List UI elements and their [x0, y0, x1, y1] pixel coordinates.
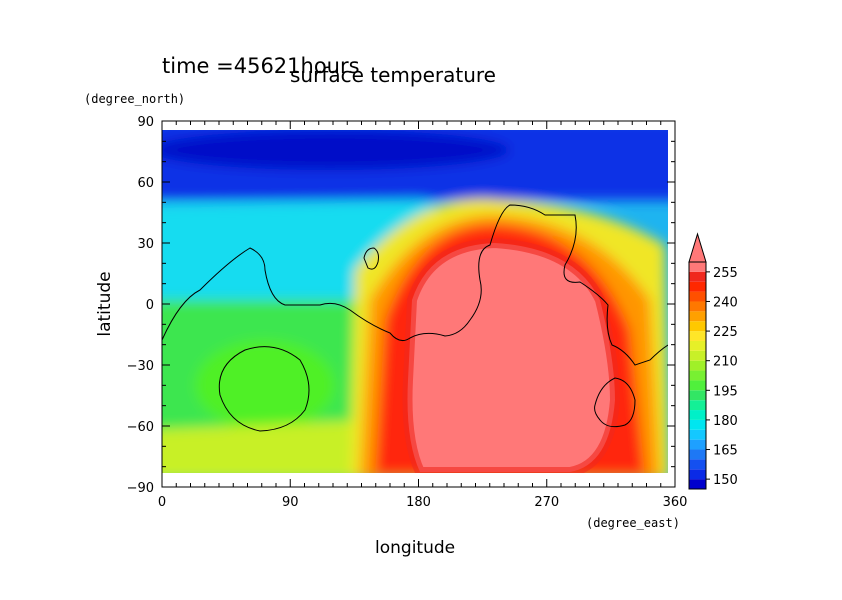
- y-tick-label: −60: [127, 420, 154, 435]
- colorbar-label: 165: [713, 444, 738, 459]
- colorbar-swatch: [689, 410, 706, 420]
- colorbar-swatch: [689, 340, 706, 351]
- colorbar-swatch: [689, 459, 706, 470]
- colorbar-swatch: [689, 350, 706, 361]
- colorbar-swatch: [689, 449, 706, 460]
- colorbar-label: 240: [713, 295, 738, 310]
- colorbar-swatch: [689, 311, 706, 322]
- colorbar-swatch: [689, 479, 706, 489]
- x-tick-label: 180: [406, 495, 431, 510]
- x-tick-label: 90: [282, 495, 299, 510]
- colorbar-swatch: [689, 360, 706, 371]
- colorbar-swatch: [689, 281, 706, 292]
- contour-south-loop: [218, 346, 310, 432]
- contour-small-island: [363, 247, 379, 270]
- colorbar-swatch: [689, 429, 706, 440]
- colorbar-swatch: [689, 291, 706, 302]
- field-polar-core: [162, 130, 510, 170]
- time-label: time =45621hours: [162, 54, 360, 78]
- y-unit-label: (degree_north): [84, 92, 185, 106]
- y-tick-label: 0: [146, 298, 154, 313]
- colorbar-swatch: [689, 400, 706, 411]
- colorbar-extend-arrow: [688, 232, 707, 263]
- field-south-bright-green: [195, 340, 335, 430]
- contour-east-loop: [594, 377, 636, 428]
- colorbar-swatch: [689, 321, 706, 332]
- colorbar-frame: [688, 261, 707, 490]
- y-tick-label: −90: [127, 481, 154, 496]
- colorbar-label: 195: [713, 384, 738, 399]
- colorbar-swatch: [689, 370, 706, 381]
- colorbar-swatch: [689, 469, 706, 480]
- y-tick-label: 60: [137, 176, 154, 191]
- colorbar-swatch: [689, 301, 706, 312]
- colorbar-swatch: [689, 380, 706, 391]
- colorbar-label: 150: [713, 473, 738, 488]
- y-axis-ticks: 90 60 30 0 −30 −60 −90: [127, 115, 675, 496]
- colorbar: 255 240 225 210 195 180 165 150: [688, 232, 738, 490]
- x-axis-ticks: 0 90 180 270 360: [158, 121, 688, 510]
- colorbar-swatch: [689, 331, 706, 341]
- colorbar-label: 225: [713, 325, 738, 340]
- x-tick-label: 360: [663, 495, 688, 510]
- colorbar-swatch: [689, 439, 706, 450]
- chart-title: surface temperature: [290, 63, 496, 87]
- x-tick-label: 0: [158, 495, 166, 510]
- coastline-main: [162, 204, 668, 366]
- colorbar-swatch: [689, 390, 706, 401]
- colorbar-swatch: [689, 271, 706, 282]
- colorbar-swatch: [689, 419, 706, 430]
- colorbar-label: 210: [713, 355, 738, 370]
- x-axis-label: longitude: [375, 538, 455, 558]
- field-hottest-core: [407, 243, 615, 472]
- y-tick-label: 30: [137, 237, 154, 252]
- field-south-yellow: [162, 420, 379, 473]
- colorbar-label: 180: [713, 414, 738, 429]
- y-tick-label: 90: [137, 115, 154, 130]
- x-unit-label: (degree_east): [586, 516, 680, 530]
- colorbar-label: 255: [713, 266, 738, 281]
- temperature-field: [162, 130, 668, 473]
- y-tick-label: −30: [127, 359, 154, 374]
- x-tick-label: 270: [534, 495, 559, 510]
- colorbar-swatch: [689, 262, 706, 272]
- field-hot-rim: [402, 237, 621, 473]
- y-axis-label: latitude: [95, 271, 115, 336]
